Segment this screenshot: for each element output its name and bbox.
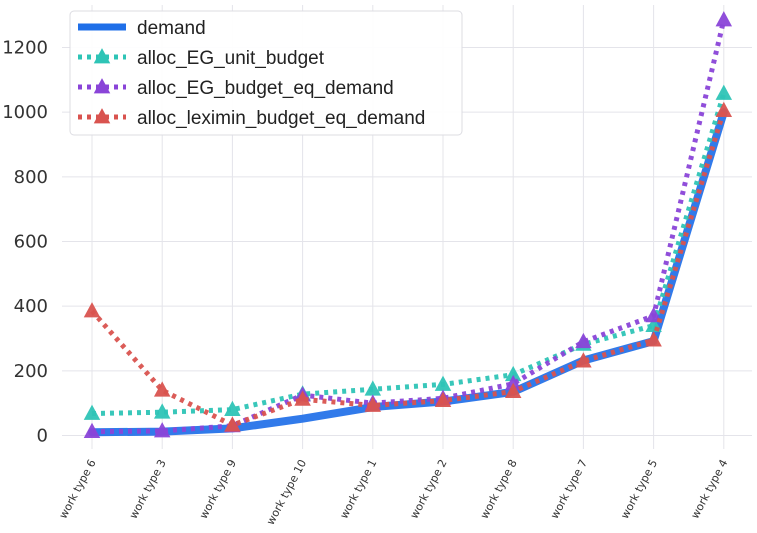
y-tick-label: 600 bbox=[14, 232, 48, 253]
legend-item: alloc_EG_budget_eq_demand bbox=[78, 78, 394, 99]
data-point bbox=[153, 381, 171, 397]
y-tick-label: 400 bbox=[14, 296, 48, 317]
data-point bbox=[224, 416, 241, 432]
y-tick-label: 200 bbox=[14, 361, 48, 382]
x-tick-label: work type 5 bbox=[618, 457, 660, 521]
x-tick-label: work type 2 bbox=[408, 457, 450, 521]
data-point bbox=[504, 365, 522, 382]
legend-item: demand bbox=[78, 18, 206, 39]
y-tick-label: 800 bbox=[14, 167, 48, 188]
data-point bbox=[224, 400, 241, 417]
x-tick-label: work type 1 bbox=[337, 457, 379, 521]
y-tick-label: 1200 bbox=[2, 38, 48, 59]
legend-label: alloc_leximin_budget_eq_demand bbox=[137, 108, 425, 129]
data-point bbox=[504, 374, 522, 391]
series-line bbox=[91, 19, 727, 435]
y-tick-label: 1000 bbox=[2, 102, 48, 123]
data-point bbox=[83, 422, 101, 439]
x-tick-label: work type 6 bbox=[57, 457, 99, 521]
data-point bbox=[434, 375, 452, 391]
legend-marker bbox=[93, 78, 111, 94]
series-line bbox=[90, 109, 727, 428]
data-point bbox=[715, 84, 733, 100]
data-point bbox=[715, 11, 733, 27]
data-point bbox=[715, 101, 733, 117]
legend-box bbox=[69, 10, 463, 136]
y-axis-ticks: 0 200 400 600 800 1000 1200 bbox=[2, 38, 48, 447]
data-point bbox=[83, 302, 101, 318]
series-demand bbox=[88, 108, 728, 437]
x-tick-label: work type 7 bbox=[548, 457, 590, 521]
data-point bbox=[153, 403, 171, 419]
y-tick-label: 0 bbox=[37, 426, 48, 447]
series-layer bbox=[83, 11, 733, 439]
x-axis-ticks: work type 6 work type 3 work type 9 work ty… bbox=[57, 457, 731, 527]
legend-item: alloc_EG_unit_budget bbox=[78, 48, 325, 69]
series-line bbox=[91, 92, 727, 417]
data-point bbox=[575, 332, 592, 349]
series-line bbox=[88, 108, 728, 437]
x-tick-label: work type 9 bbox=[197, 457, 239, 521]
data-point bbox=[575, 352, 592, 368]
data-point bbox=[364, 396, 382, 412]
legend-label: demand bbox=[137, 18, 206, 39]
data-point bbox=[294, 390, 311, 406]
x-tick-label: work type 8 bbox=[478, 457, 520, 521]
legend: demand alloc_EG_unit_budget alloc_EG_budge… bbox=[69, 10, 463, 136]
legend-marker bbox=[93, 108, 111, 124]
legend-label: alloc_EG_budget_eq_demand bbox=[137, 78, 394, 99]
data-point bbox=[504, 382, 522, 398]
data-point bbox=[434, 391, 452, 407]
legend-label: alloc_EG_unit_budget bbox=[137, 48, 325, 69]
x-tick-label: work type 4 bbox=[688, 457, 730, 521]
legend-item: alloc_leximin_budget_eq_demand bbox=[78, 108, 425, 129]
series-alloc_leximin_budget_eq_demand bbox=[83, 101, 733, 432]
data-point bbox=[364, 380, 382, 396]
x-tick-label: work type 3 bbox=[127, 457, 169, 521]
data-point bbox=[153, 422, 171, 438]
data-point bbox=[83, 404, 101, 420]
legend-marker bbox=[93, 48, 111, 64]
data-point bbox=[645, 331, 662, 347]
x-tick-label: work type 10 bbox=[264, 457, 309, 527]
